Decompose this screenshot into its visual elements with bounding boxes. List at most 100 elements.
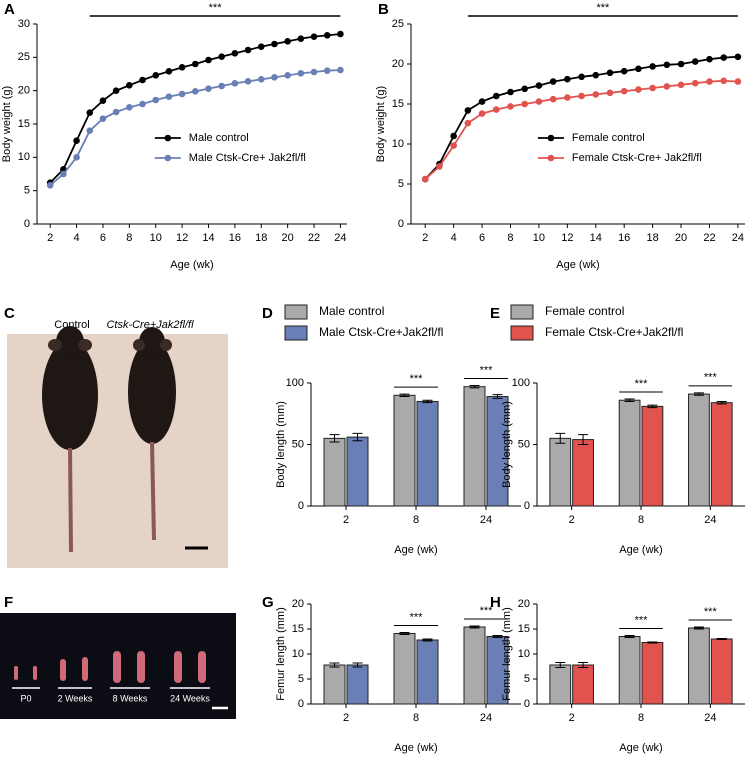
point <box>231 50 239 57</box>
point <box>549 95 557 103</box>
error-bar <box>469 625 480 629</box>
error-bar <box>422 638 433 642</box>
point <box>720 77 727 85</box>
x-axis-label: Age (wk) <box>619 742 662 754</box>
y-tick-label: 10 <box>18 151 30 163</box>
x-tick-label: 20 <box>282 232 294 244</box>
significance-stars: *** <box>480 605 494 617</box>
point <box>691 58 699 65</box>
legend-swatch <box>510 325 534 341</box>
significance-stars: *** <box>635 614 649 626</box>
point <box>244 78 252 85</box>
error-bar <box>716 638 727 640</box>
x-tick-label: 2 <box>569 712 575 724</box>
x-tick-label: 18 <box>646 232 658 244</box>
x-tick-label: 2 <box>343 712 349 724</box>
photo-label: P0 <box>20 693 31 703</box>
bar <box>463 626 486 705</box>
point <box>165 93 173 100</box>
point <box>257 76 265 83</box>
legend-swatch <box>284 304 308 320</box>
point <box>564 94 571 101</box>
legend-label: Male Ctsk-Cre+Jak2fl/fl <box>319 325 443 339</box>
y-tick-label: 0 <box>398 218 404 230</box>
error-bar <box>693 392 704 396</box>
error-bar <box>352 662 363 668</box>
panel-letter: F <box>4 594 13 611</box>
point <box>507 103 514 110</box>
point <box>677 60 685 68</box>
point <box>112 108 120 116</box>
point <box>271 40 278 48</box>
x-tick-label: 4 <box>74 232 80 244</box>
x-tick-label: 24 <box>334 232 346 244</box>
x-axis-label: Age (wk) <box>619 544 662 556</box>
x-axis-label: Age (wk) <box>556 259 599 271</box>
point <box>86 127 94 134</box>
point <box>521 85 529 93</box>
x-tick-label: 24 <box>704 712 716 724</box>
point <box>178 90 186 98</box>
x-tick-label: 16 <box>229 232 241 244</box>
error-bar <box>329 662 340 668</box>
x-tick-label: 6 <box>100 232 106 244</box>
bar <box>710 638 733 705</box>
point <box>450 142 457 149</box>
y-axis-label: Femur length (mm) <box>501 607 513 701</box>
legend-label: Female control <box>545 304 624 318</box>
error-bar <box>624 398 635 402</box>
y-tick-label: 10 <box>518 648 530 660</box>
x-tick-label: 12 <box>176 232 188 244</box>
point <box>218 82 225 90</box>
point <box>218 53 225 60</box>
x-tick-label: 14 <box>590 232 602 244</box>
bar <box>549 437 572 507</box>
point <box>205 85 212 92</box>
y-tick-label: 0 <box>524 500 530 512</box>
point <box>620 87 628 95</box>
point <box>436 163 443 170</box>
point <box>126 104 133 111</box>
error-bar <box>647 641 658 644</box>
x-tick-label: 24 <box>732 232 744 244</box>
point <box>284 72 291 79</box>
x-tick-label: 8 <box>126 232 132 244</box>
bar <box>323 664 346 705</box>
y-tick-label: 5 <box>524 673 530 685</box>
y-tick-label: 0 <box>298 500 304 512</box>
point <box>244 46 252 54</box>
series-line <box>49 69 341 187</box>
error-bar <box>647 404 658 409</box>
y-tick-label: 15 <box>18 118 30 130</box>
panel-letter: G <box>262 594 274 611</box>
x-axis-label: Age (wk) <box>170 259 213 271</box>
point <box>564 75 571 83</box>
y-tick-label: 50 <box>518 438 530 450</box>
point <box>139 76 146 84</box>
point <box>464 107 472 114</box>
bar <box>688 393 710 507</box>
legend-swatch <box>510 304 534 320</box>
point <box>578 92 585 100</box>
point <box>478 98 486 105</box>
error-bar <box>399 632 410 635</box>
photo-label: Control <box>54 319 89 331</box>
y-tick-label: 15 <box>292 623 304 635</box>
y-tick-label: 30 <box>18 18 30 30</box>
x-tick-label: 8 <box>638 712 644 724</box>
y-tick-label: 20 <box>392 58 404 70</box>
point <box>706 55 713 63</box>
error-bar <box>624 635 635 638</box>
point <box>337 30 344 38</box>
bar <box>641 642 664 705</box>
x-axis-label: Age (wk) <box>394 742 437 754</box>
significance-stars: *** <box>480 364 494 376</box>
point <box>139 100 146 108</box>
point <box>191 60 199 68</box>
point <box>73 154 80 161</box>
point <box>706 78 713 85</box>
bar <box>416 639 439 705</box>
x-tick-label: 12 <box>561 232 573 244</box>
error-bar <box>329 434 340 443</box>
